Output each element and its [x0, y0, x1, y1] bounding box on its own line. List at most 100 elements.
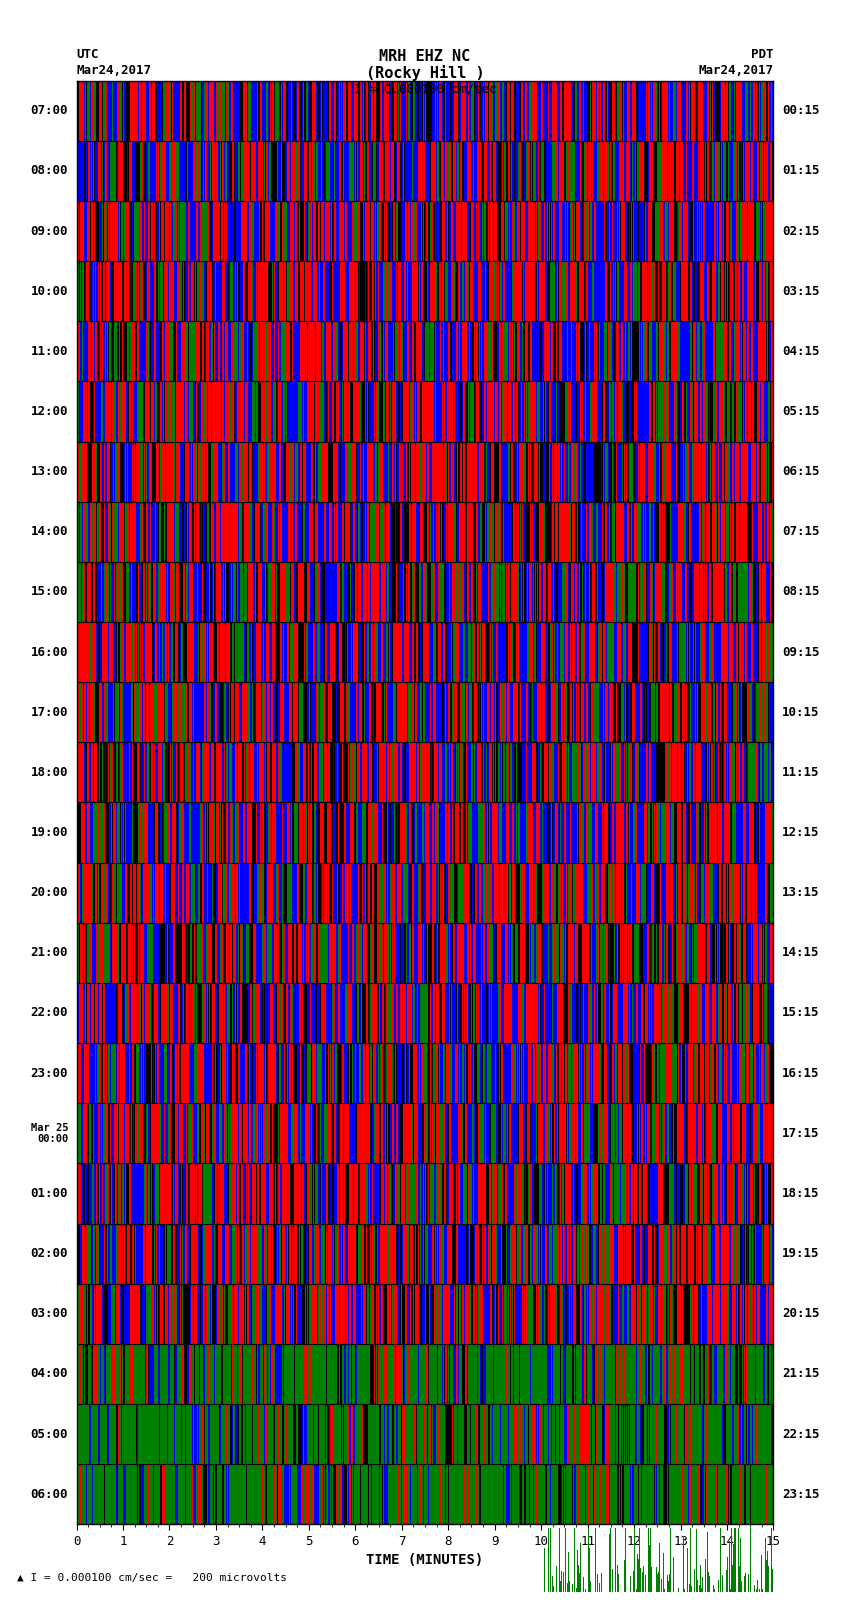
Bar [713, 742, 714, 802]
Bar [659, 1224, 662, 1284]
Bar [301, 863, 303, 923]
Bar [143, 321, 146, 381]
Bar [724, 682, 727, 742]
Bar [311, 982, 314, 1044]
Bar [139, 502, 142, 561]
Bar [270, 1344, 272, 1403]
Bar [361, 742, 362, 802]
Bar [734, 682, 735, 742]
Bar [178, 1224, 179, 1284]
Bar [728, 1103, 729, 1163]
Bar [753, 502, 756, 561]
Bar [768, 742, 769, 802]
Bar [181, 623, 183, 682]
Bar [591, 321, 594, 381]
Bar [451, 1344, 453, 1403]
Bar [292, 1344, 294, 1403]
Bar [751, 442, 753, 502]
Bar [736, 140, 738, 202]
Bar [112, 1344, 115, 1403]
Bar [657, 982, 658, 1044]
Bar [371, 321, 373, 381]
Bar [359, 682, 361, 742]
Bar [475, 321, 476, 381]
Bar [538, 742, 539, 802]
Bar [87, 682, 89, 742]
Bar [550, 863, 551, 923]
Bar [334, 1044, 335, 1103]
Bar [296, 982, 299, 1044]
Bar [291, 381, 292, 442]
Bar [434, 261, 435, 321]
Bar [266, 802, 268, 863]
Bar [737, 1224, 739, 1284]
Bar [772, 623, 774, 682]
Bar [729, 923, 731, 982]
Bar [595, 1344, 597, 1403]
Bar [751, 1465, 753, 1524]
Bar [181, 1403, 182, 1465]
Bar [654, 442, 656, 502]
Bar [558, 863, 561, 923]
Bar [263, 1224, 264, 1284]
Bar [104, 863, 105, 923]
Bar [269, 502, 271, 561]
Bar [329, 863, 330, 923]
Bar [428, 923, 432, 982]
Bar [759, 442, 760, 502]
Bar [526, 1284, 527, 1344]
Bar [317, 1344, 318, 1403]
Bar [654, 863, 655, 923]
Bar [768, 81, 770, 140]
Bar [171, 1284, 172, 1344]
Bar [545, 381, 547, 442]
Bar [158, 1344, 161, 1403]
Bar [432, 1284, 434, 1344]
Bar [372, 863, 373, 923]
Bar [429, 502, 430, 561]
Bar [152, 802, 154, 863]
Bar [732, 863, 734, 923]
Bar [571, 1163, 572, 1224]
Bar [133, 140, 135, 202]
Bar [732, 442, 734, 502]
Bar [252, 802, 255, 863]
Bar [635, 81, 637, 140]
Bar [569, 140, 570, 202]
Bar [212, 1163, 213, 1224]
Bar [517, 1465, 518, 1524]
Bar [251, 81, 255, 140]
Bar [506, 802, 507, 863]
Bar [251, 1103, 253, 1163]
Bar [550, 321, 551, 381]
Bar [609, 682, 610, 742]
Bar [314, 623, 317, 682]
Bar [717, 742, 719, 802]
Bar [404, 442, 405, 502]
Bar [490, 261, 491, 321]
Bar [373, 442, 374, 502]
Bar [162, 321, 164, 381]
Bar [722, 140, 723, 202]
Bar [531, 1163, 532, 1224]
Bar [700, 502, 701, 561]
Bar [83, 321, 85, 381]
Bar [265, 1465, 266, 1524]
Bar [105, 442, 106, 502]
Bar [683, 802, 685, 863]
Bar [712, 863, 713, 923]
Bar [331, 863, 332, 923]
Bar [399, 202, 400, 261]
Bar [631, 682, 632, 742]
Bar [661, 1465, 662, 1524]
Bar [655, 863, 658, 923]
Bar [376, 682, 381, 742]
Bar [723, 381, 724, 442]
Bar [408, 863, 409, 923]
Bar [176, 81, 178, 140]
Bar [363, 1344, 364, 1403]
Bar [762, 863, 763, 923]
Bar [243, 1044, 245, 1103]
Bar [77, 1403, 80, 1465]
Bar [548, 1284, 549, 1344]
